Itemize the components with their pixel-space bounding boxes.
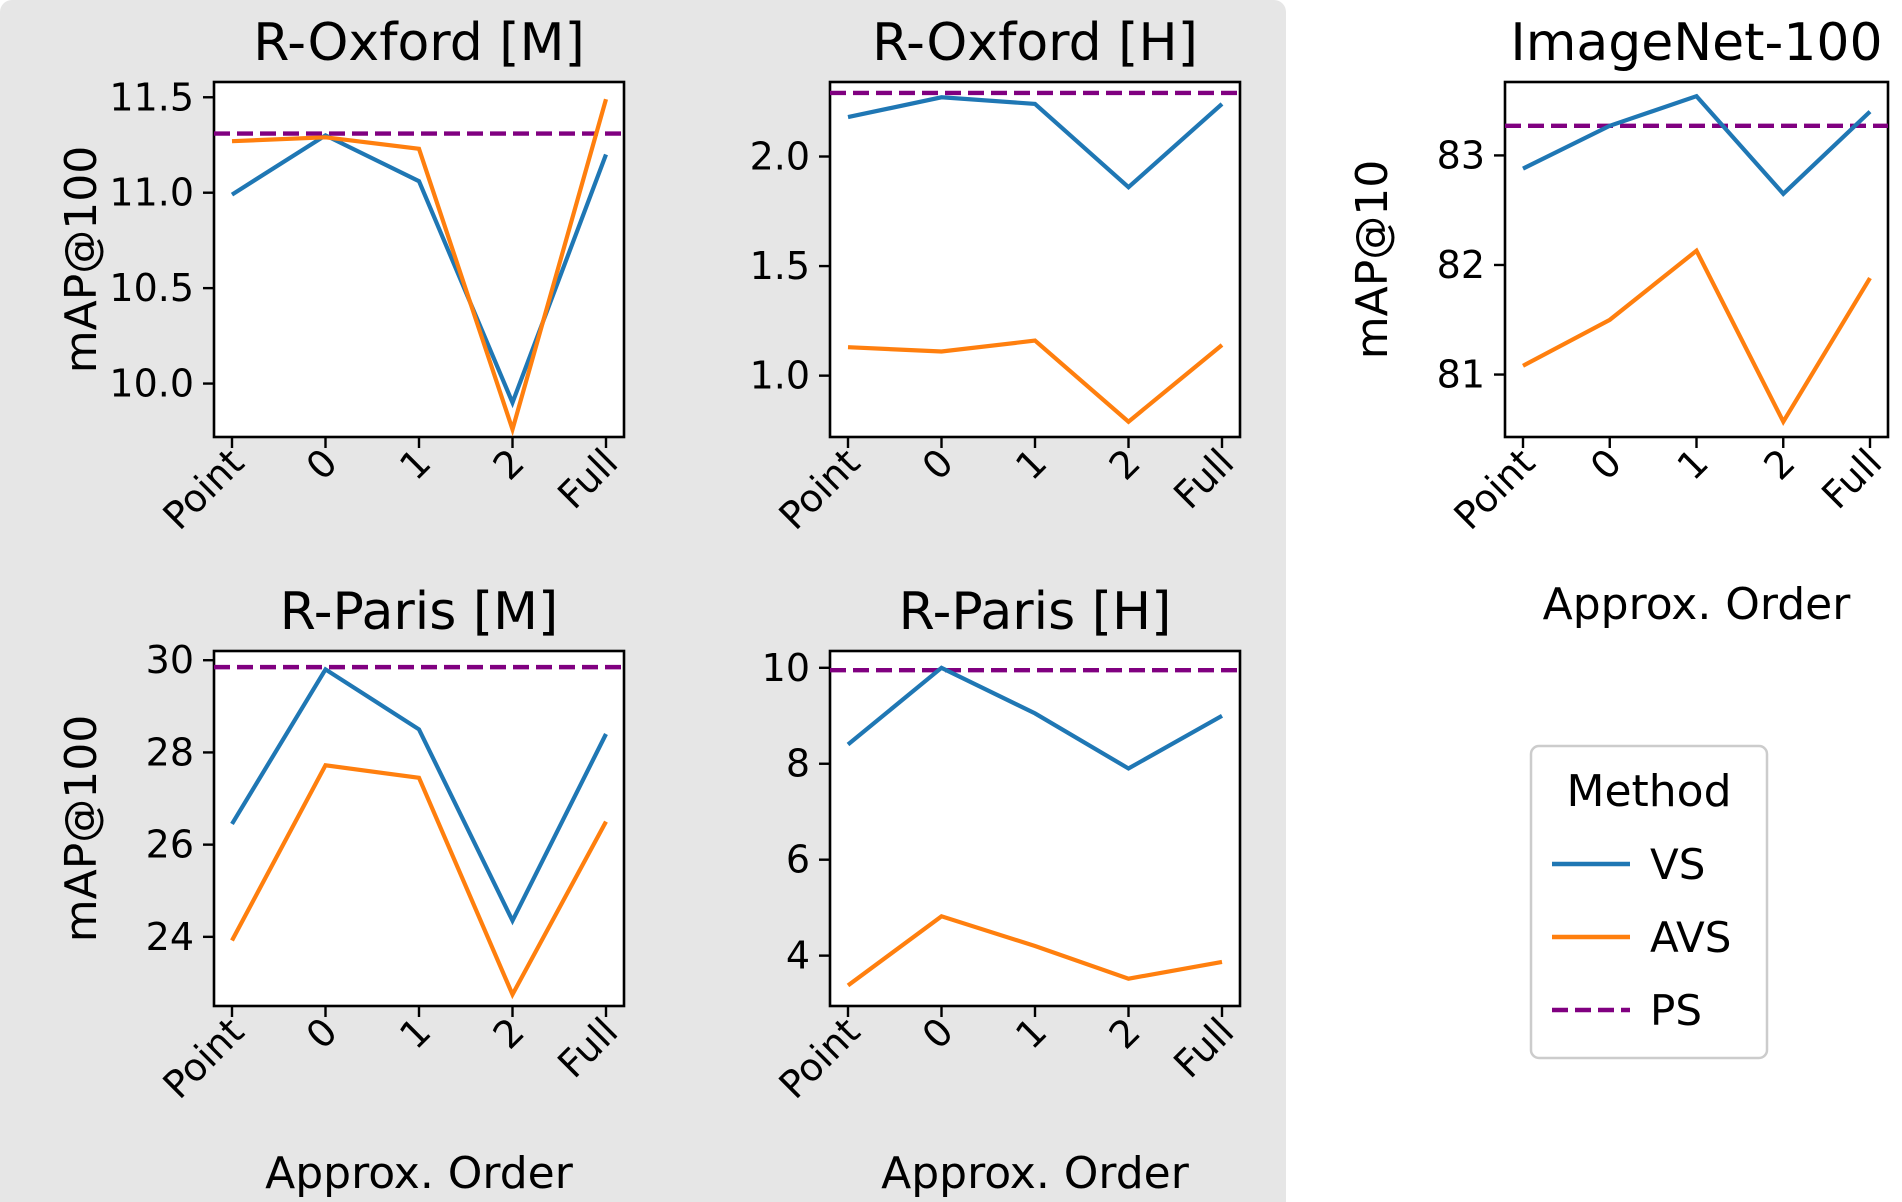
y-tick-label: 24 <box>146 915 194 959</box>
y-tick-label: 81 <box>1437 353 1485 397</box>
series-line-vs <box>846 665 1224 771</box>
y-tick-label: 1.5 <box>750 244 810 288</box>
y-tick-label: 11.5 <box>109 75 194 119</box>
legend-label: PS <box>1650 986 1702 1035</box>
plot-area <box>1503 80 1890 439</box>
y-tick-label: 11.0 <box>109 171 194 215</box>
x-axis-label: Approx. Order <box>1543 579 1852 630</box>
y-tick-label: 2.0 <box>750 135 810 179</box>
panel-2: ImageNet-100 81 82 83 Point 0 1 2 Full mAP@10 Appr… <box>1347 13 1890 630</box>
panel-title: R-Oxford [M] <box>253 13 585 73</box>
y-tick-label: 82 <box>1437 243 1485 287</box>
series-line-avs <box>847 338 1224 425</box>
y-tick-label: 83 <box>1437 133 1485 177</box>
legend-label: AVS <box>1650 913 1731 962</box>
x-axis-label: Approx. Order <box>881 1148 1190 1199</box>
y-tick-label: 28 <box>146 730 194 774</box>
x-axis-label: Approx. Order <box>265 1148 574 1199</box>
y-tick-label: 6 <box>786 838 810 882</box>
y-tick-label: 1.0 <box>750 354 810 398</box>
plot-area <box>212 649 626 1008</box>
plot-area <box>828 80 1242 439</box>
y-tick-label: 4 <box>786 934 810 978</box>
y-tick-label: 30 <box>146 638 194 682</box>
y-tick-label: 26 <box>146 823 194 867</box>
panel-title: R-Paris [M] <box>280 582 559 642</box>
x-tick-label: Full <box>1813 440 1890 517</box>
series-line-vs <box>230 666 608 926</box>
series-line-avs <box>846 913 1223 988</box>
y-axis-label: mAP@100 <box>56 715 107 942</box>
legend-title: Method <box>1566 766 1731 817</box>
y-tick-label: 10.0 <box>109 362 194 406</box>
legend-box <box>1529 744 1769 1060</box>
y-tick-label: 8 <box>786 742 810 786</box>
series-line-avs <box>1522 247 1872 427</box>
panel-title: ImageNet-100 <box>1510 13 1882 73</box>
y-tick-label: 10.5 <box>109 266 194 310</box>
legend-label: VS <box>1650 840 1705 889</box>
series-line-vs <box>1522 93 1872 197</box>
panel-title: R-Oxford [H] <box>872 13 1198 73</box>
y-tick-label: 10 <box>762 646 810 690</box>
x-tick-label: Point <box>1446 440 1544 538</box>
x-tick-label: 2 <box>1755 440 1803 488</box>
x-tick-label: 1 <box>1669 440 1717 488</box>
legend: Method VS AVS PS <box>1529 744 1769 1060</box>
y-axis-label: mAP@10 <box>1347 160 1398 359</box>
series-line-vs <box>847 95 1224 191</box>
y-axis-label: mAP@100 <box>56 146 107 373</box>
x-tick-label: 0 <box>1582 440 1630 488</box>
panel-title: R-Paris [H] <box>899 582 1172 642</box>
series-line-avs <box>230 763 608 1000</box>
